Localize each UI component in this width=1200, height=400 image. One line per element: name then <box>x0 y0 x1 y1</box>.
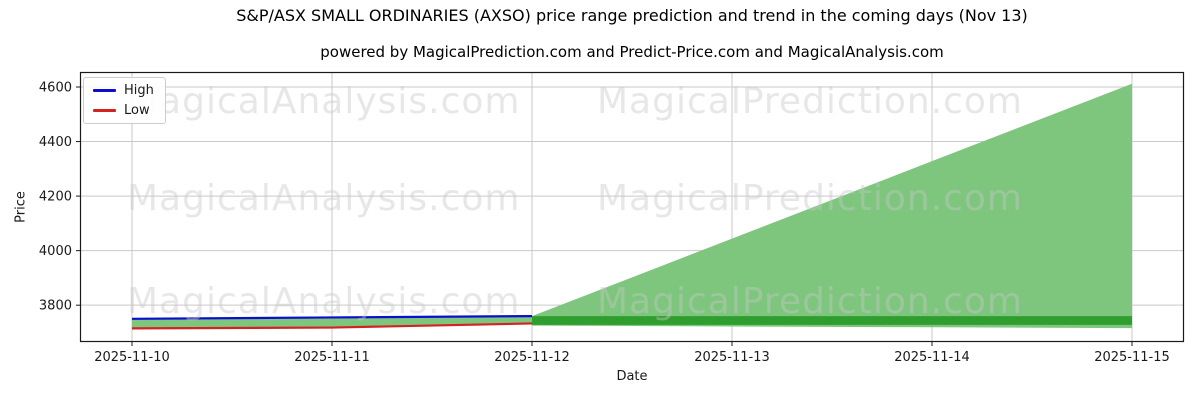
y-tick-label: 4000 <box>39 244 72 259</box>
chart-title: S&P/ASX SMALL ORDINARIES (AXSO) price ra… <box>236 6 1028 25</box>
legend-box: High Low <box>83 77 166 124</box>
high-line-swatch <box>93 89 116 92</box>
legend-item-high: High <box>93 83 154 98</box>
band-forecast-core-band <box>532 316 1132 325</box>
x-tick-label: 2025-11-11 <box>294 350 370 365</box>
legend-item-low: Low <box>93 103 154 118</box>
series-line-high <box>131 314 533 320</box>
y-tick-label: 4600 <box>39 81 72 96</box>
y-tick-label: 3800 <box>39 299 72 314</box>
low-line-swatch <box>93 109 116 112</box>
x-tick-label: 2025-11-10 <box>94 350 170 365</box>
plot-border <box>79 71 1185 343</box>
chart-subtitle: powered by MagicalPrediction.com and Pre… <box>320 43 944 61</box>
x-tick-label: 2025-11-13 <box>694 350 770 365</box>
series-line-low <box>131 322 533 330</box>
x-tick-label: 2025-11-14 <box>894 350 970 365</box>
x-axis-label: Date <box>616 369 648 384</box>
y-tick-label: 4400 <box>39 135 72 150</box>
y-tick-label: 4200 <box>39 190 72 205</box>
legend-label-high: High <box>124 83 154 98</box>
x-tick-label: 2025-11-15 <box>1094 350 1170 365</box>
y-axis-label: Price <box>13 191 29 223</box>
legend-label-low: Low <box>124 103 150 118</box>
band-forecast-fan <box>532 83 1132 329</box>
x-tick-label: 2025-11-12 <box>494 350 570 365</box>
